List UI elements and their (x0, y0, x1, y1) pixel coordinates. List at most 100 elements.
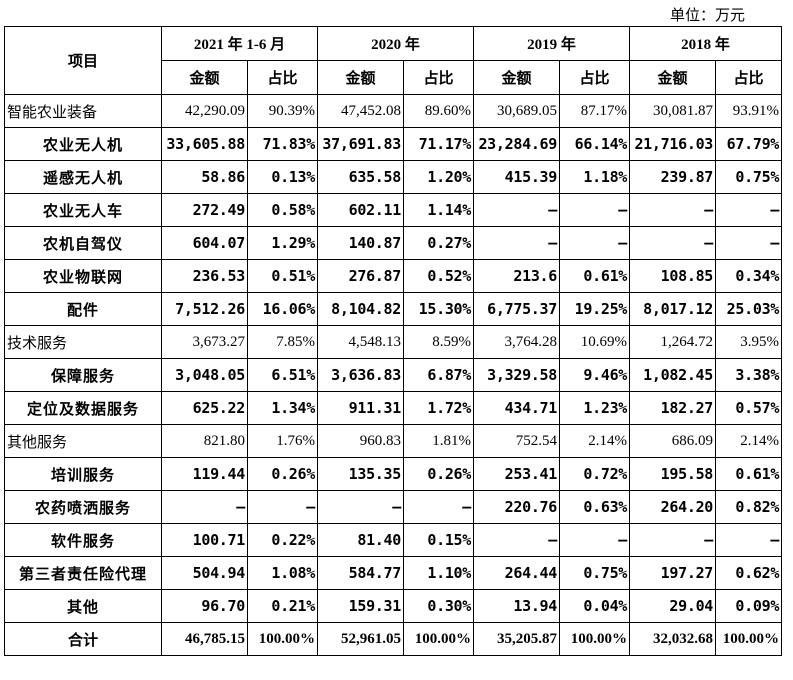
ratio-cell: 0.26% (247, 457, 318, 491)
amount-cell: – (629, 226, 717, 260)
ratio-cell: 1.76% (247, 424, 318, 458)
header-row-metrics: 金额 占比 金额 占比 金额 占比 金额 占比 (5, 60, 783, 95)
ratio-cell: 1.34% (247, 391, 318, 425)
amount-cell: 32,032.68 (629, 622, 717, 656)
amount-cell: 1,082.45 (629, 358, 717, 392)
amount-cell: 119.44 (161, 457, 248, 491)
ratio-cell: 1.14% (402, 193, 475, 227)
amount-header: 金额 (629, 60, 717, 95)
amount-cell: 8,104.82 (317, 292, 404, 326)
table-row: 农业物联网 236.53 0.51% 276.87 0.52% 213.6 0.61% 108… (4, 259, 783, 293)
ratio-cell: – (559, 193, 631, 227)
amount-cell: 821.80 (161, 424, 248, 458)
ratio-cell: – (715, 226, 783, 260)
amount-cell: 752.54 (473, 424, 561, 458)
table-row: 定位及数据服务 625.22 1.34% 911.31 1.72% 434.71 1.23%… (4, 391, 783, 425)
table-row: 培训服务 119.44 0.26% 135.35 0.26% 253.41 0.72% 195… (4, 457, 783, 491)
ratio-cell: 90.39% (247, 94, 318, 128)
ratio-cell: – (559, 226, 631, 260)
ratio-cell: 71.17% (402, 127, 475, 161)
amount-cell: 13.94 (473, 589, 561, 623)
ratio-cell: 16.06% (247, 292, 318, 326)
ratio-cell: 1.18% (559, 160, 631, 194)
row-label: 技术服务 (4, 325, 162, 359)
ratio-cell: 0.52% (402, 259, 475, 293)
ratio-header: 占比 (247, 60, 318, 95)
amount-cell: 7,512.26 (161, 292, 248, 326)
row-label: 保障服务 (4, 358, 162, 392)
ratio-cell: – (715, 523, 783, 557)
amount-cell: 197.27 (629, 556, 717, 590)
ratio-cell: 100.00% (559, 622, 631, 656)
amount-cell: 1,264.72 (629, 325, 717, 359)
ratio-cell: 66.14% (559, 127, 631, 161)
ratio-cell: 2.14% (559, 424, 631, 458)
amount-cell: 195.58 (629, 457, 717, 491)
item-column-header: 项目 (4, 26, 162, 95)
ratio-cell: 0.04% (559, 589, 631, 623)
revenue-table: 项目 2021 年 1-6 月 2020 年 2019 年 2018 年 金额 … (4, 26, 783, 656)
ratio-cell: 100.00% (247, 622, 318, 656)
table-row: 农机自驾仪 604.07 1.29% 140.87 0.27% – – – – (4, 226, 783, 260)
table-row: 农业无人机 33,605.88 71.83% 37,691.83 71.17% 23,28… (4, 127, 783, 161)
amount-cell: 625.22 (161, 391, 248, 425)
amount-cell: – (473, 523, 561, 557)
ratio-cell: 0.27% (402, 226, 475, 260)
amount-cell: 3,048.05 (161, 358, 248, 392)
amount-cell: 635.58 (317, 160, 404, 194)
ratio-cell: 6.87% (402, 358, 475, 392)
ratio-cell: 0.61% (715, 457, 783, 491)
amount-cell: 58.86 (161, 160, 248, 194)
table-row: 其他 96.70 0.21% 159.31 0.30% 13.94 0.04% 29.04 0.… (4, 589, 783, 623)
amount-cell: 100.71 (161, 523, 248, 557)
table-row: 技术服务 3,673.27 7.85% 4,548.13 8.59% 3,764.28 10… (4, 325, 783, 359)
ratio-cell: 7.85% (247, 325, 318, 359)
amount-cell: 3,673.27 (161, 325, 248, 359)
amount-cell: – (629, 523, 717, 557)
amount-cell: 33,605.88 (161, 127, 248, 161)
ratio-cell: 0.58% (247, 193, 318, 227)
amount-cell: 504.94 (161, 556, 248, 590)
ratio-cell: 0.75% (559, 556, 631, 590)
row-label: 农业无人机 (4, 127, 162, 161)
row-label: 其他 (4, 589, 162, 623)
table-body: 智能农业装备 42,290.09 90.39% 47,452.08 89.60% 30,6… (4, 94, 783, 656)
ratio-cell: 0.13% (247, 160, 318, 194)
table-row: 合计 46,785.15 100.00% 52,961.05 100.00% 35,205… (4, 622, 783, 656)
ratio-cell: 0.15% (402, 523, 475, 557)
period-header: 2021 年 1-6 月 (161, 26, 318, 61)
amount-cell: 21,716.03 (629, 127, 717, 161)
amount-cell: 35,205.87 (473, 622, 561, 656)
period-header: 2020 年 (316, 26, 475, 61)
row-label: 第三者责任险代理 (4, 556, 162, 590)
amount-cell: 960.83 (317, 424, 404, 458)
period-header: 2018 年 (629, 26, 783, 61)
ratio-cell: 0.51% (247, 259, 318, 293)
amount-cell: 3,636.83 (317, 358, 404, 392)
amount-cell: 604.07 (161, 226, 248, 260)
ratio-cell: 93.91% (715, 94, 783, 128)
amount-cell: 47,452.08 (317, 94, 404, 128)
amount-cell: 182.27 (629, 391, 717, 425)
row-label: 农业无人车 (4, 193, 162, 227)
table-row: 遥感无人机 58.86 0.13% 635.58 1.20% 415.39 1.18% 239… (4, 160, 783, 194)
amount-cell: 584.77 (317, 556, 404, 590)
amount-cell: – (161, 490, 248, 524)
amount-cell: 29.04 (629, 589, 717, 623)
ratio-cell: 0.72% (559, 457, 631, 491)
ratio-cell: 3.38% (715, 358, 783, 392)
table-row: 配件 7,512.26 16.06% 8,104.82 15.30% 6,775.37 19… (4, 292, 783, 326)
amount-cell: 42,290.09 (161, 94, 248, 128)
row-label: 农机自驾仪 (4, 226, 162, 260)
ratio-cell: 0.30% (402, 589, 475, 623)
amount-cell: 135.35 (317, 457, 404, 491)
row-label: 智能农业装备 (4, 94, 162, 128)
ratio-cell: – (715, 193, 783, 227)
ratio-cell: 10.69% (559, 325, 631, 359)
amount-cell: 236.53 (161, 259, 248, 293)
amount-cell: 239.87 (629, 160, 717, 194)
ratio-header: 占比 (715, 60, 783, 95)
row-label: 农药喷洒服务 (4, 490, 162, 524)
amount-cell: 264.20 (629, 490, 717, 524)
table-row: 保障服务 3,048.05 6.51% 3,636.83 6.87% 3,329.58 9.… (4, 358, 783, 392)
